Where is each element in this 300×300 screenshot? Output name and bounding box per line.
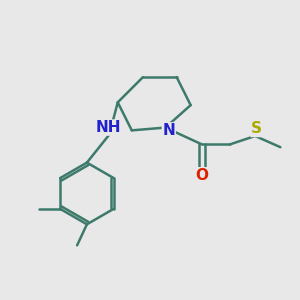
Text: O: O <box>195 168 208 183</box>
Text: N: N <box>162 123 175 138</box>
Text: NH: NH <box>95 120 121 135</box>
Text: S: S <box>251 122 262 136</box>
